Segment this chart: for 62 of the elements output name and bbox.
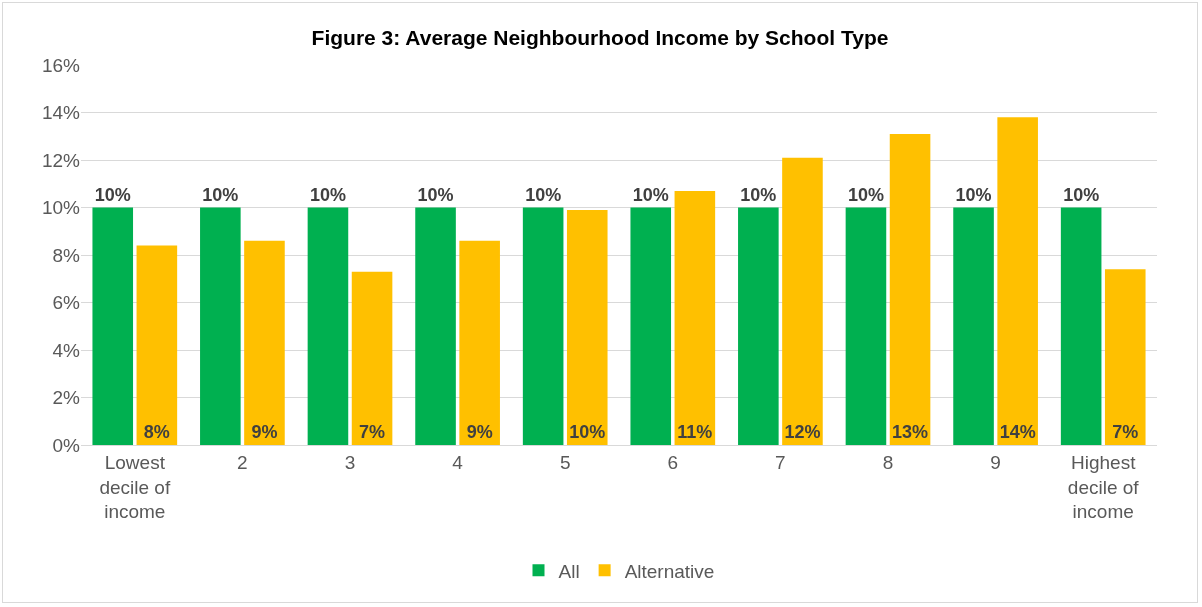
- data-label: 10%: [202, 184, 239, 205]
- x-tick-label: Highest decile of income: [1067, 451, 1140, 523]
- y-tick-label: 2%: [52, 387, 81, 409]
- data-label: 13%: [892, 422, 929, 442]
- data-label: 10%: [632, 184, 669, 205]
- y-tick-label: 6%: [52, 292, 81, 314]
- chart-title: Figure 3: Average Neighbourhood Income by School Type: [311, 25, 889, 49]
- bar: [136, 245, 178, 445]
- bar: [1104, 269, 1146, 445]
- y-tick-label: 14%: [41, 102, 81, 124]
- data-label: 9%: [466, 422, 493, 442]
- x-tick-label: 7: [775, 451, 786, 473]
- bar: [92, 207, 134, 445]
- bar: [522, 207, 564, 445]
- bar: [307, 207, 349, 445]
- data-label: 11%: [677, 422, 713, 442]
- data-label: 10%: [569, 422, 606, 442]
- x-tick-label: 8: [882, 451, 894, 473]
- y-tick-label: 8%: [52, 244, 81, 266]
- y-tick-label: 4%: [52, 339, 81, 361]
- x-tick-label: 3: [344, 451, 356, 473]
- data-label: 10%: [309, 184, 346, 205]
- data-label: 7%: [1112, 422, 1139, 442]
- x-tick-label: Lowest decile of income: [99, 451, 171, 523]
- bar: [782, 157, 823, 445]
- bar: [1060, 207, 1102, 445]
- data-label: 10%: [94, 184, 131, 205]
- data-label: 14%: [999, 422, 1036, 442]
- y-tick-label: 0%: [52, 434, 81, 456]
- data-label: 7%: [359, 422, 386, 442]
- y-tick-label: 10%: [41, 197, 81, 219]
- bar: [351, 271, 393, 445]
- bar: [953, 207, 994, 445]
- x-tick-label: 6: [667, 451, 679, 473]
- data-label: 10%: [740, 184, 777, 205]
- data-label: 9%: [251, 422, 278, 442]
- bar: [845, 207, 887, 445]
- data-label: 12%: [784, 422, 821, 442]
- x-tick-label: 5: [559, 451, 571, 473]
- bar: [415, 207, 456, 445]
- legend-label: Alternative: [624, 560, 715, 582]
- bar: [566, 209, 608, 445]
- data-label: 10%: [525, 184, 562, 205]
- bar: [459, 240, 500, 445]
- legend-label: All: [558, 560, 580, 582]
- bar: [630, 207, 672, 445]
- bar: [200, 207, 241, 445]
- data-label: 10%: [847, 184, 884, 205]
- y-tick-label: 16%: [41, 54, 81, 76]
- data-label: 10%: [1063, 184, 1100, 205]
- bar: [997, 117, 1038, 445]
- data-label: 10%: [955, 184, 992, 205]
- data-label: 8%: [143, 422, 170, 442]
- x-tick-label: 9: [990, 451, 1001, 473]
- data-label: 10%: [417, 184, 454, 205]
- x-tick-label: 2: [237, 451, 248, 473]
- bar: [244, 240, 285, 445]
- y-tick-label: 12%: [41, 149, 81, 171]
- bar: [674, 190, 716, 445]
- bar: [738, 207, 779, 445]
- bar: [889, 133, 931, 445]
- x-tick-label: 4: [452, 451, 464, 473]
